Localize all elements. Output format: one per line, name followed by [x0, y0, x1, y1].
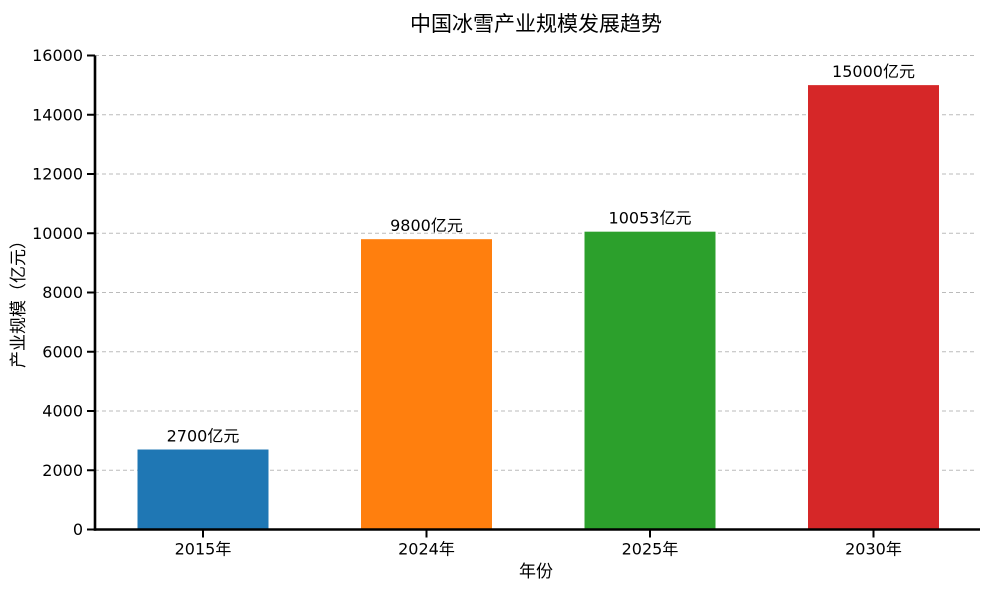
bar [808, 85, 939, 530]
y-tick-label: 0 [73, 520, 83, 539]
bar-value-label: 15000亿元 [832, 62, 915, 81]
x-axis-title: 年份 [519, 562, 553, 582]
y-tick-label: 12000 [32, 165, 83, 184]
bar-value-labels: 2700亿元 9800亿元 10053亿元 15000亿元 [167, 62, 915, 445]
bars [137, 85, 939, 530]
y-tick-label: 16000 [32, 46, 83, 65]
x-tick-label: 2025年 [622, 540, 679, 559]
x-axis-ticks: 2015年 2024年 2025年 2030年 [175, 529, 902, 559]
bar-value-label: 9800亿元 [390, 216, 463, 235]
gridlines [95, 55, 977, 471]
bar-value-label: 2700亿元 [167, 427, 240, 446]
x-tick-label: 2015年 [175, 540, 232, 559]
y-tick-label: 14000 [32, 105, 83, 124]
y-tick-label: 10000 [32, 224, 83, 243]
bar [361, 239, 492, 530]
y-tick-label: 4000 [42, 402, 83, 421]
y-tick-label: 2000 [42, 461, 83, 480]
y-tick-label: 6000 [42, 342, 83, 361]
x-tick-label: 2030年 [845, 540, 902, 559]
y-tick-label: 8000 [42, 283, 83, 302]
bar-value-label: 10053亿元 [609, 209, 692, 228]
x-tick-label: 2024年 [398, 540, 455, 559]
chart-title: 中国冰雪产业规模发展趋势 [410, 12, 662, 36]
y-axis-ticks: 0 2000 4000 6000 8000 10000 12000 14000 16000 [32, 46, 95, 539]
y-axis-title: 产业规模（亿元） [9, 232, 29, 368]
bar [584, 231, 716, 530]
bar [137, 449, 269, 530]
